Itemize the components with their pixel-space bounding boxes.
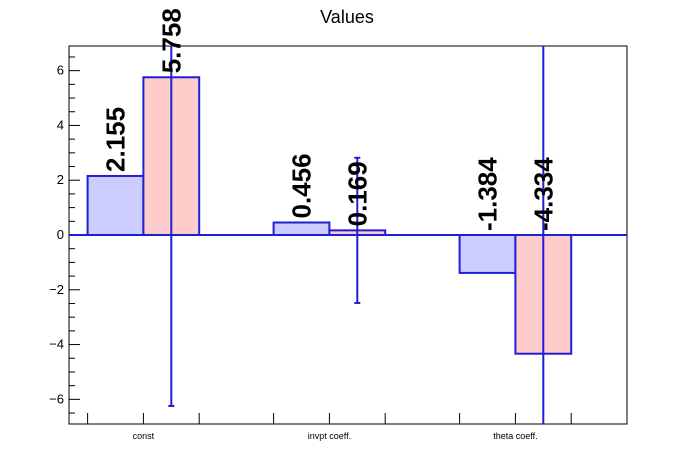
data-label: 0.456 bbox=[287, 153, 317, 218]
y-tick-label: −6 bbox=[49, 391, 64, 406]
x-axis: const invpt coeff. theta coeff. bbox=[87, 413, 572, 441]
chart-title: Values bbox=[320, 7, 374, 27]
data-label: -4.334 bbox=[528, 157, 558, 231]
x-category-label: const bbox=[133, 431, 155, 441]
x-category-label: theta coeff. bbox=[493, 431, 537, 441]
data-label: 0.169 bbox=[342, 161, 372, 226]
bar-series1 bbox=[272, 221, 331, 237]
data-label: -1.384 bbox=[473, 157, 503, 231]
bar-series1 bbox=[458, 234, 517, 274]
bar-series1 bbox=[86, 174, 145, 236]
y-tick-label: 0 bbox=[57, 227, 64, 242]
data-label: 2.155 bbox=[101, 107, 131, 172]
y-tick-label: −2 bbox=[49, 282, 64, 297]
y-axis: −6 −4 −2 0 2 4 6 bbox=[49, 56, 80, 414]
data-label: 5.758 bbox=[156, 8, 186, 73]
y-tick-label: −4 bbox=[49, 337, 64, 352]
y-tick-label: 6 bbox=[57, 63, 64, 78]
error-bars bbox=[168, 46, 545, 424]
y-tick-label: 4 bbox=[57, 117, 64, 132]
y-tick-label: 2 bbox=[57, 172, 64, 187]
data-labels: 2.155 0.456 -1.384 5.758 0.169 -4.334 bbox=[101, 8, 559, 231]
x-category-label: invpt coeff. bbox=[308, 431, 351, 441]
